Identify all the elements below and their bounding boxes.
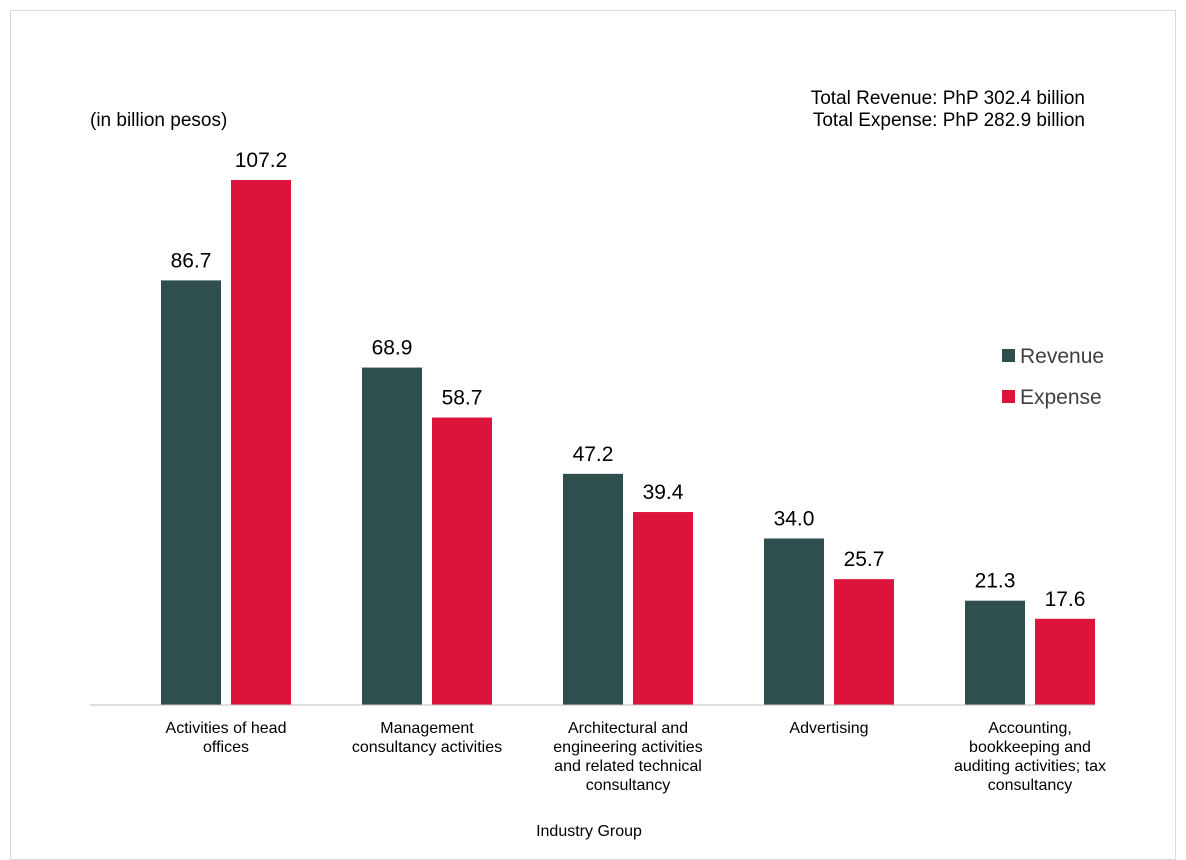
category-label-4-line-2: auditing activities; tax [954,758,1106,775]
category-label-4-line-1: bookkeeping and [969,739,1091,756]
value-label-revenue-2: 47.2 [573,443,614,466]
value-label-expense-3: 25.7 [844,548,885,571]
category-label-0-line-0: Activities of head [166,720,287,737]
legend-swatch-expense [1002,390,1015,403]
bar-revenue-2 [563,473,623,705]
legend-label-revenue: Revenue [1020,345,1104,368]
category-label-1-line-1: consultancy activities [352,739,502,756]
bar-revenue-0 [161,280,221,705]
value-label-revenue-3: 34.0 [774,507,815,530]
bar-expense-4 [1035,618,1095,705]
category-label-1-line-0: Management [380,720,474,737]
total-expense-note: Total Expense: PhP 282.9 billion [813,110,1085,131]
total-revenue-note: Total Revenue: PhP 302.4 billion [811,88,1085,109]
x-axis-title: Industry Group [536,823,642,840]
value-label-expense-0: 107.2 [235,149,288,172]
value-label-expense-1: 58.7 [442,387,483,410]
value-label-expense-4: 17.6 [1045,588,1086,611]
unit-label: (in billion pesos) [90,110,227,131]
category-label-2-line-1: engineering activities [553,739,702,756]
category-label-2-line-2: and related technical [554,758,702,775]
bars-group: 86.7 107.2 Activities of head offices 68.9 58… [161,149,1106,794]
bar-expense-2 [633,512,693,705]
bar-expense-3 [834,579,894,705]
bar-revenue-3 [764,538,824,705]
category-label-0-line-1: offices [203,739,249,756]
category-label-2-line-0: Architectural and [568,720,688,737]
bar-expense-0 [231,180,291,705]
legend-swatch-revenue [1002,349,1015,362]
legend: Revenue Expense [1002,345,1104,409]
legend-label-expense: Expense [1020,386,1102,409]
category-label-2-line-3: consultancy [586,777,671,794]
bar-revenue-1 [362,367,422,705]
value-label-revenue-1: 68.9 [372,337,413,360]
category-label-4-line-0: Accounting, [988,720,1072,737]
bar-revenue-4 [965,600,1025,705]
value-label-revenue-4: 21.3 [975,570,1016,593]
category-label-4-line-3: consultancy [988,777,1073,794]
value-label-revenue-0: 86.7 [171,249,212,272]
category-label-3-line-0: Advertising [789,720,868,737]
bar-expense-1 [432,417,492,705]
value-label-expense-2: 39.4 [643,481,684,504]
